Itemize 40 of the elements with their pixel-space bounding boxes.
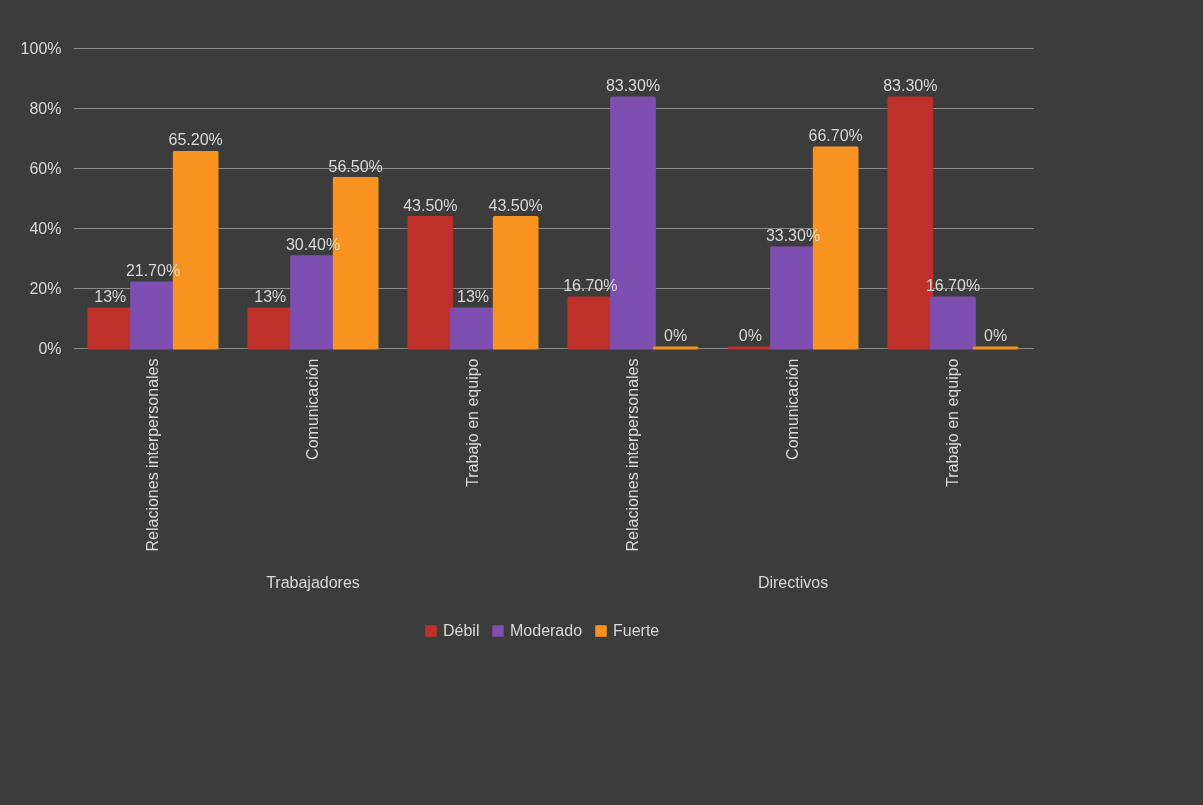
x-tick-label: Trabajo en equipo — [464, 358, 481, 487]
bar — [492, 216, 539, 350]
legend-label: Débil — [443, 622, 480, 639]
data-label: 66.70% — [808, 126, 863, 144]
data-label: 13% — [94, 288, 127, 305]
data-label: 0% — [984, 327, 1008, 344]
legend-label: Moderado — [510, 622, 583, 639]
bar — [130, 281, 176, 350]
data-label: 0% — [738, 327, 762, 344]
bar — [567, 296, 614, 350]
bar — [450, 307, 496, 350]
data-label: 13% — [254, 288, 287, 305]
x-tick-label: Relaciones interpersonales — [624, 358, 641, 552]
y-tick-label: 80% — [29, 99, 62, 117]
legend-label: Fuerte — [613, 622, 660, 639]
text: Directivos — [757, 574, 829, 591]
y-tick-label: 60% — [29, 159, 62, 177]
x-tick-label: Relaciones interpersonales — [144, 358, 161, 552]
data-label: 83.30% — [883, 77, 938, 95]
y-tick-label: 20% — [29, 279, 62, 297]
text: Trabajadores — [266, 574, 360, 591]
bar — [247, 307, 294, 350]
data-label: 0% — [664, 327, 688, 344]
y-tick-label: 100% — [20, 39, 62, 57]
x-tick-label: Comunicación — [784, 358, 801, 460]
x-tick-label: Trabajo en equipo — [944, 358, 961, 487]
bar — [87, 307, 134, 350]
data-label: 43.50% — [403, 196, 458, 214]
data-label: 56.50% — [328, 157, 383, 175]
y-tick-label: 40% — [29, 219, 62, 237]
data-label: 83.30% — [605, 77, 661, 95]
bar — [407, 216, 454, 350]
bar — [930, 296, 976, 350]
data-label: 65.20% — [168, 131, 223, 149]
data-label: 43.50% — [488, 196, 543, 214]
y-tick-label: 0% — [38, 339, 62, 357]
bar — [770, 246, 816, 350]
data-label: 13% — [456, 288, 490, 305]
x-tick-label: Comunicación — [304, 358, 321, 460]
bar — [290, 255, 336, 350]
